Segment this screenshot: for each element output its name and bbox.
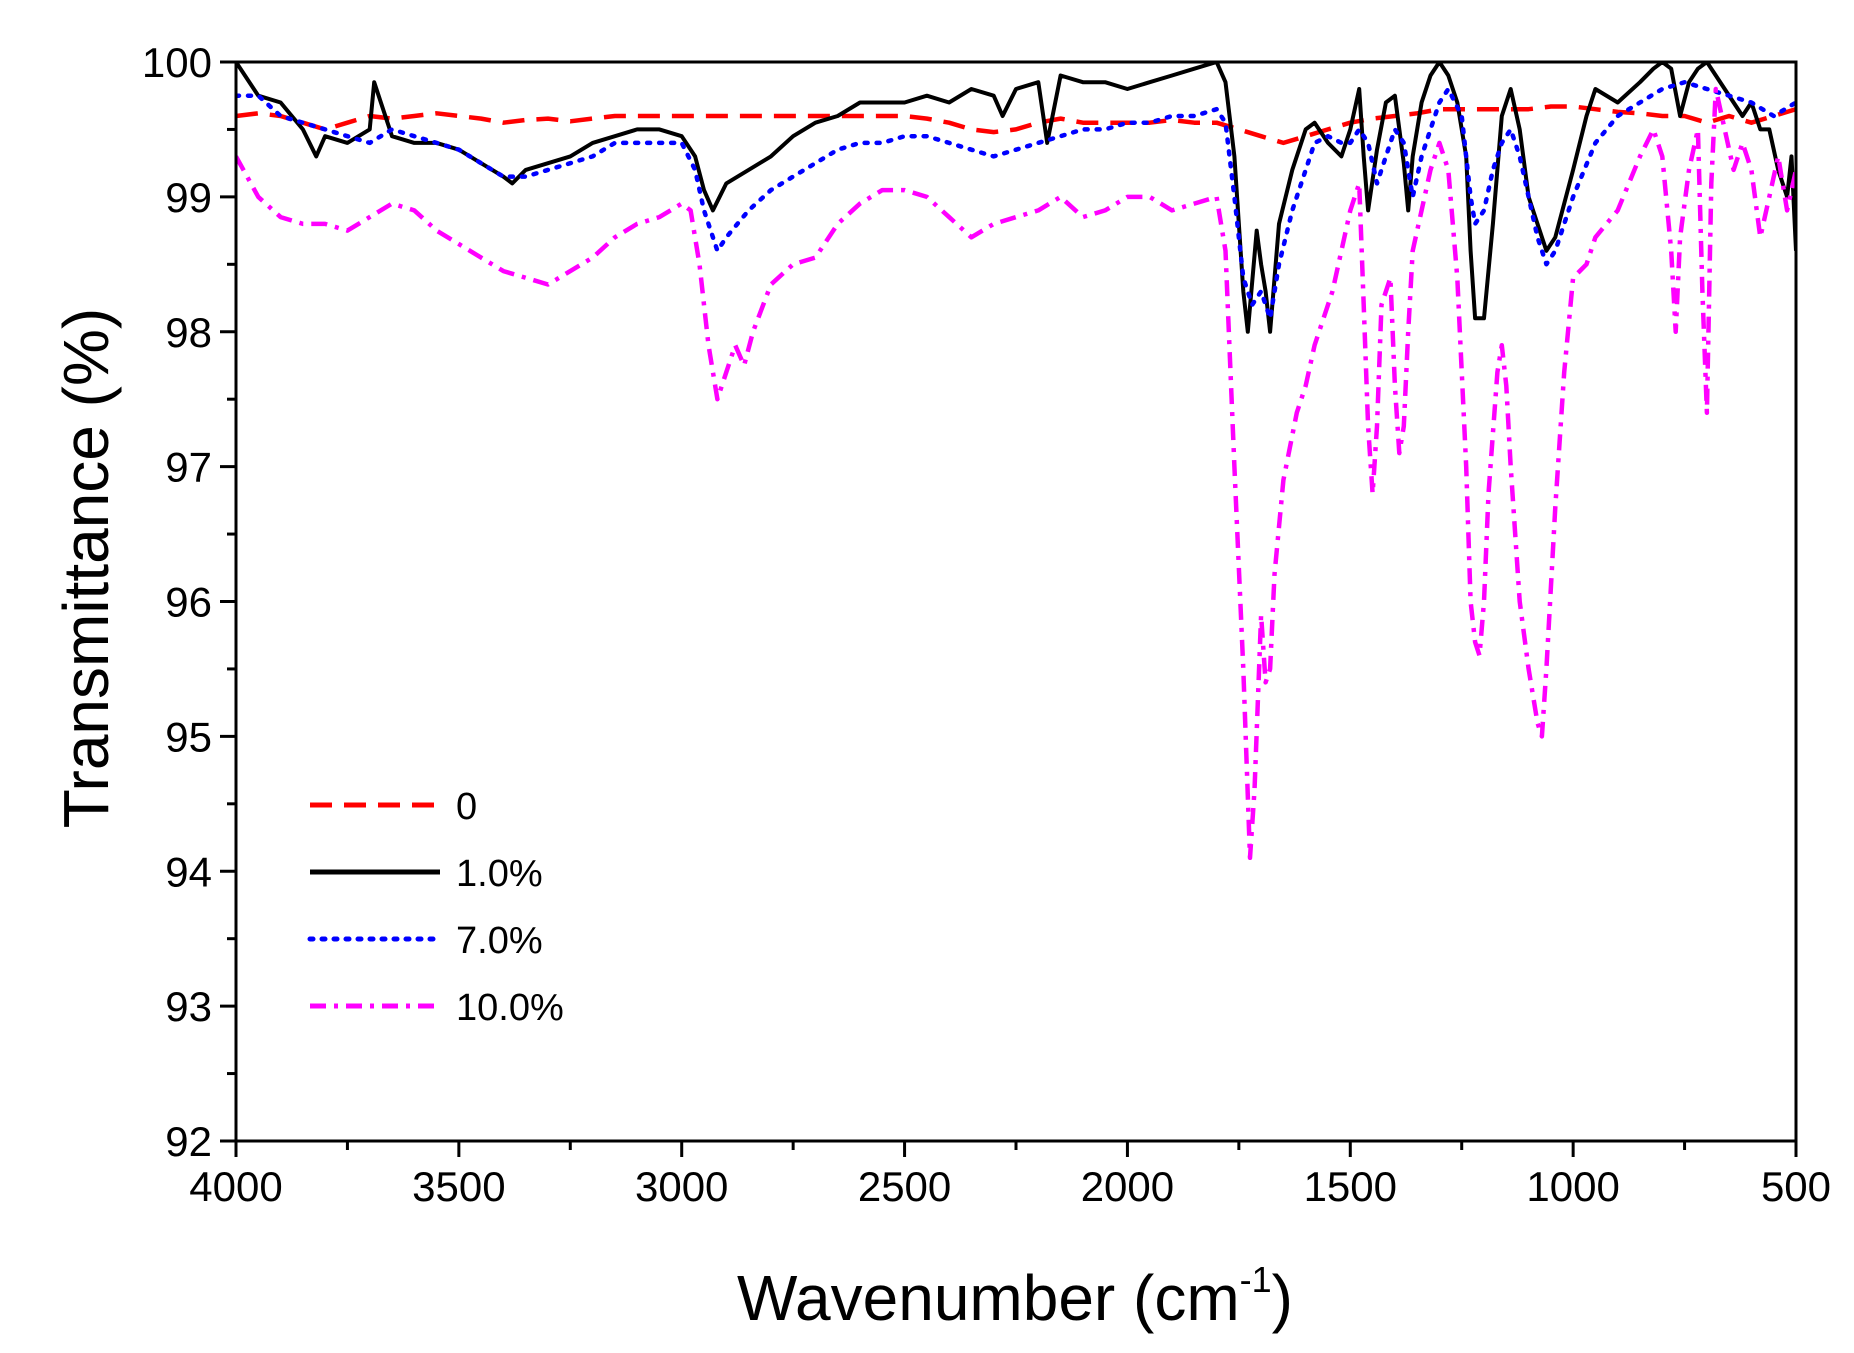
x-axis-title-main: Wavenumber (cm	[737, 1262, 1240, 1334]
x-tick-label: 4000	[189, 1163, 282, 1210]
x-tick-label: 3000	[635, 1163, 728, 1210]
legend-label-2: 7.0%	[456, 920, 543, 962]
x-tick-label: 500	[1761, 1163, 1831, 1210]
y-tick-label: 95	[165, 713, 212, 760]
legend-label-0: 0	[456, 786, 477, 828]
legend-label-1: 1.0%	[456, 853, 543, 895]
y-axis-title: Transmittance (%)	[50, 308, 122, 828]
x-tick-label: 2500	[858, 1163, 951, 1210]
y-tick-label: 96	[165, 579, 212, 626]
series-line-0	[236, 104, 1796, 146]
x-tick-label: 1500	[1304, 1163, 1397, 1210]
x-tick-label: 1000	[1526, 1163, 1619, 1210]
x-tick-label: 2000	[1081, 1163, 1174, 1210]
legend: 0 1.0% 7.0% 10.0%	[307, 786, 564, 1029]
axis-ticks	[220, 60, 1798, 1157]
y-tick-label: 100	[142, 39, 212, 86]
y-tick-label: 97	[165, 444, 212, 491]
plot-frame	[234, 60, 1798, 1143]
x-axis-title-superscript: -1	[1240, 1259, 1272, 1300]
series-line-3	[236, 86, 1796, 861]
series-layer	[236, 62, 1796, 861]
y-tick-label: 98	[165, 309, 212, 356]
x-tick-label: 3500	[412, 1163, 505, 1210]
y-tick-label: 93	[165, 983, 212, 1030]
x-axis-title-close: )	[1272, 1262, 1293, 1334]
tick-labels: 4000 3500 3000 2500 2000 1500 1000 500929394959…	[142, 39, 1831, 1210]
y-tick-label: 99	[165, 174, 212, 221]
x-axis-title: Wavenumber (cm-1)	[737, 1259, 1293, 1334]
series-line-1	[236, 62, 1796, 334]
series-line-2	[236, 79, 1796, 321]
y-tick-label: 94	[165, 848, 212, 895]
legend-label-3: 10.0%	[456, 987, 564, 1029]
y-tick-label: 92	[165, 1118, 212, 1165]
